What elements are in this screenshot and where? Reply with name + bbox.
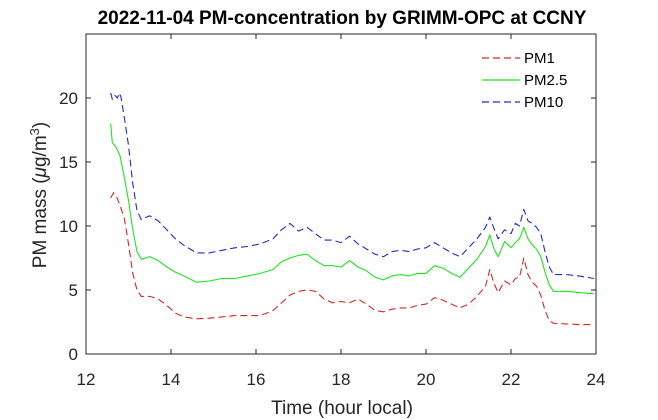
y-tick-label: 5	[69, 281, 78, 300]
series-line-pm25	[110, 123, 594, 295]
legend-label: PM2.5	[524, 72, 567, 89]
y-axis: 0 5 10 15 20	[59, 89, 596, 364]
x-tick-label: 22	[502, 370, 521, 389]
chart-title: 2022-11-04 PM-concentration by GRIMM-OPC…	[98, 8, 587, 29]
x-tick-label: 14	[162, 370, 181, 389]
x-tick-label: 18	[332, 370, 351, 389]
x-axis-label: Time (hour local)	[271, 398, 413, 419]
legend: PM1 PM2.5 PM10	[482, 50, 567, 111]
plot-area	[85, 33, 597, 355]
x-tick-label: 16	[247, 370, 266, 389]
plot-frame	[85, 33, 597, 355]
series-line-pm1	[110, 192, 594, 326]
y-tick-label: 15	[59, 153, 78, 172]
series-line-pm10	[110, 92, 594, 280]
y-tick-label: 20	[59, 89, 78, 108]
legend-label: PM1	[524, 50, 555, 67]
y-tick-label: 10	[59, 217, 78, 236]
y-axis-label: PM mass (μg/m3)	[27, 122, 51, 268]
series-layer	[110, 92, 594, 326]
legend-label: PM10	[524, 94, 563, 111]
x-tick-label: 12	[77, 370, 96, 389]
y-tick-label: 0	[69, 345, 78, 364]
x-tick-label: 20	[417, 370, 436, 389]
x-axis: 12 14 16 18 20 22 24	[77, 34, 606, 389]
x-tick-label: 24	[587, 370, 606, 389]
